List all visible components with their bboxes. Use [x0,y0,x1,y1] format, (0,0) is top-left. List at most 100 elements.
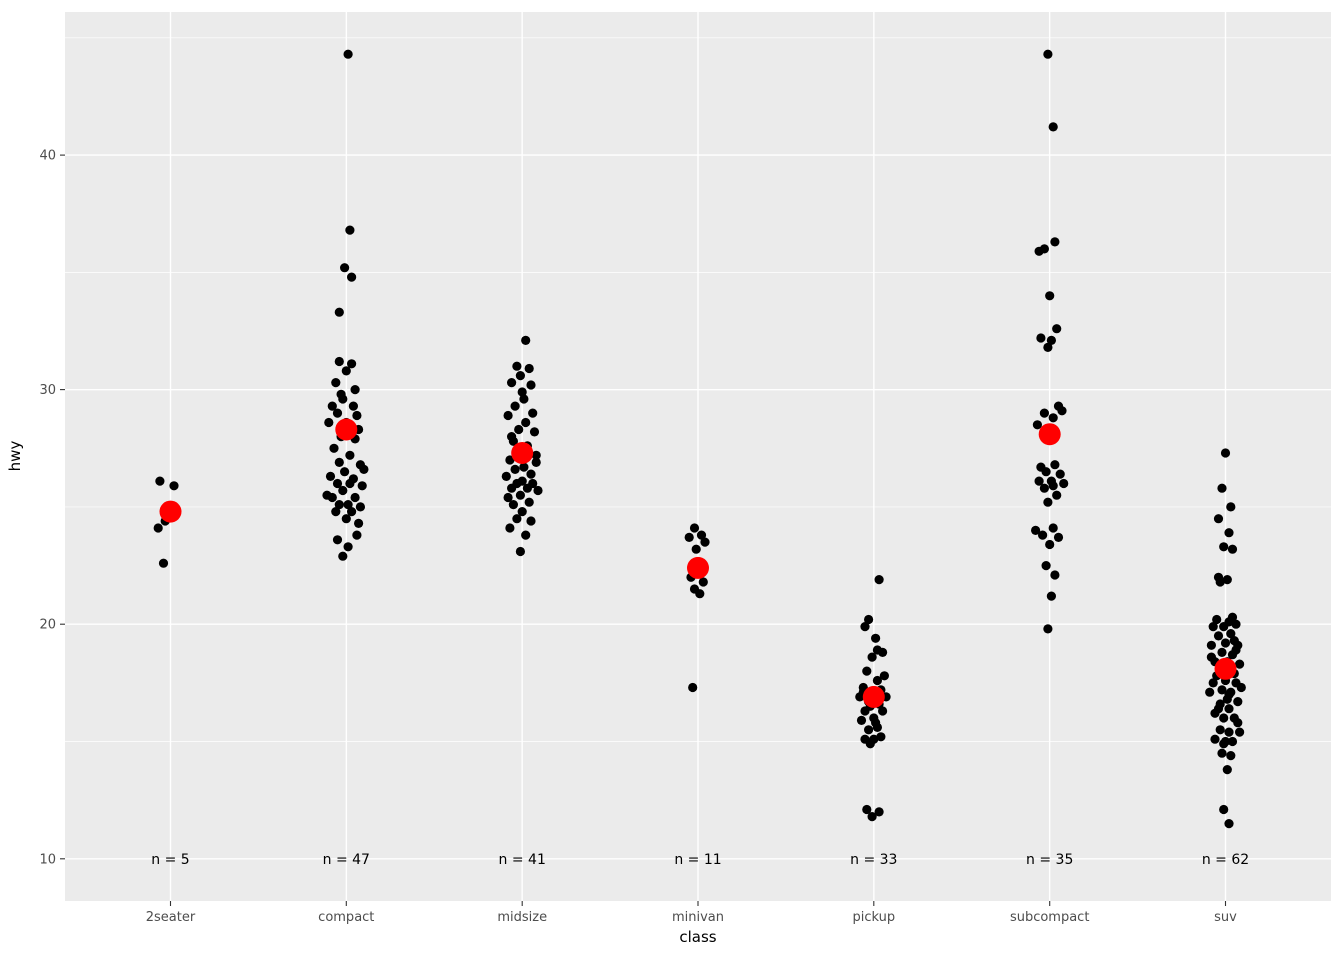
data-point [691,544,701,554]
data-point [519,394,529,404]
data-point [1217,748,1227,758]
count-label: n = 5 [151,852,189,868]
data-point [867,652,877,662]
data-point [1217,685,1227,695]
data-point [507,483,517,493]
data-point [1227,650,1238,660]
data-point [334,457,344,467]
data-point [340,263,350,273]
y-tick-label: 20 [39,618,56,633]
data-point [864,725,874,735]
x-tick-label: pickup [852,910,895,925]
data-point [684,532,694,543]
data-point [874,807,884,817]
data-point [334,307,344,317]
data-point [359,464,369,474]
data-point [357,481,367,491]
data-point [1226,629,1236,639]
data-points [153,49,1246,829]
data-point [872,675,883,686]
data-point [515,371,526,381]
axis-ticks [60,154,1227,906]
data-point [1043,342,1053,352]
data-point [1224,727,1234,737]
data-point [1212,614,1222,625]
mean-point [862,685,885,708]
data-point [874,575,884,585]
mean-point [511,442,534,464]
data-point [1050,570,1060,580]
data-point [1031,525,1041,536]
y-axis-title: hwy [6,441,24,472]
data-point [1208,678,1218,688]
data-point [347,272,357,282]
data-point [510,464,520,474]
data-point [1224,819,1234,829]
y-tick-label: 40 [39,149,56,164]
data-point [1039,408,1049,418]
data-point [345,450,355,460]
data-point [1053,532,1064,543]
data-point [1043,624,1053,634]
data-point [1046,591,1056,601]
data-point [1215,725,1225,735]
data-point [862,804,872,815]
data-point [350,492,360,503]
data-point [1045,539,1055,550]
data-point [169,481,179,491]
data-point [332,408,343,418]
data-point [501,471,511,481]
count-label: n = 62 [1202,852,1249,868]
data-point [512,514,522,524]
data-point [1210,734,1220,744]
data-point [1034,476,1044,486]
data-point [1050,237,1060,247]
count-label: n = 35 [1026,852,1073,868]
data-point [324,417,334,428]
data-point [1032,420,1042,430]
data-point [879,671,890,681]
data-point [352,530,362,540]
mean-point [1038,423,1061,446]
data-point [510,401,520,411]
data-point [1224,528,1234,538]
data-point [1039,483,1049,493]
data-point [331,507,341,517]
data-point [696,530,707,540]
data-point [1236,682,1246,693]
data-point [1219,713,1229,723]
data-point [338,394,348,404]
data-point [526,469,536,479]
data-point [1048,413,1058,423]
mean-point [159,500,182,523]
data-point [1057,406,1067,416]
data-point [327,492,337,503]
data-point [327,401,337,411]
data-point [876,732,886,742]
data-point [1219,804,1229,815]
data-point [1055,469,1065,479]
data-point [1041,561,1051,571]
data-point [1213,631,1224,641]
mean-point [1214,657,1237,680]
data-point [1226,751,1236,761]
x-tick-label: 2seater [146,910,196,925]
data-point [332,478,343,489]
x-tick-label: midsize [497,910,547,925]
x-tick-label: minivan [672,910,724,925]
data-point [1231,619,1241,629]
data-point [1052,490,1062,500]
data-point [688,682,698,693]
data-point [1220,448,1231,458]
data-point [878,647,888,658]
mean-point [335,418,358,441]
data-point [872,722,883,733]
data-point [698,577,708,587]
data-point [865,739,875,749]
data-point [158,558,169,568]
data-point [345,225,355,235]
x-tick-label: suv [1214,910,1237,925]
data-point [1052,324,1062,334]
data-point [864,614,874,625]
data-point [860,622,870,632]
